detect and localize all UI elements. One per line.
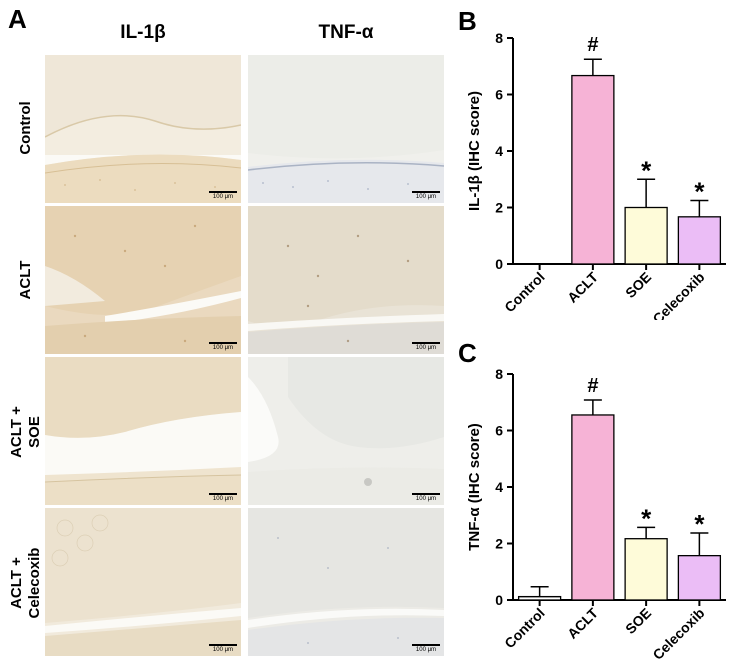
y-tick-label: 0 [495, 256, 503, 272]
bar-aclt [571, 414, 615, 601]
x-tick-label: Celecoxib [649, 269, 707, 320]
bar-aclt [571, 74, 615, 265]
significance-marker: * [641, 503, 652, 533]
y-axis-label: TNF-α (IHC score) [466, 423, 483, 551]
x-tick-label: ACLT [564, 268, 601, 305]
y-tick-label: 4 [495, 479, 503, 495]
y-tick-label: 8 [495, 366, 503, 382]
panel-c-letter: C [458, 338, 477, 368]
micrograph-aclt-soe-tnfa: 100 μm [248, 357, 444, 505]
bar-soe [624, 206, 668, 265]
column-title-il1b: IL-1β [120, 22, 166, 43]
y-tick-label: 0 [495, 592, 503, 608]
significance-marker: # [587, 34, 598, 56]
y-tick-label: 2 [495, 200, 503, 216]
significance-marker: # [587, 375, 598, 397]
y-tick-label: 8 [495, 30, 503, 46]
bar-chart-il1b: 0 2 4 6 8 IL-1β (IHC score) Control ACLT # SOE * Ce… [466, 30, 726, 320]
bar-celecoxib [677, 216, 722, 265]
micrograph-aclt-soe-il1b: 100 μm [45, 357, 241, 505]
y-tick-label: 6 [495, 87, 503, 103]
micrograph-aclt-celecoxib-il1b: 100 μm [45, 508, 241, 656]
scale-bar: 100 μm [209, 191, 237, 200]
scale-bar: 100 μm [209, 493, 237, 502]
x-tick-label: Celecoxib [649, 605, 707, 663]
x-tick-label: SOE [622, 605, 654, 637]
row-label-aclt-celecoxib: ACLT + Celecoxib [8, 547, 43, 619]
panel-b-letter: B [458, 6, 477, 36]
x-tick-label: ACLT [564, 604, 601, 641]
y-axis-label: IL-1β (IHC score) [466, 91, 483, 211]
x-tick-label: Control [501, 605, 548, 652]
micrograph-aclt-tnfa: 100 μm [248, 206, 444, 354]
scale-bar: 100 μm [209, 342, 237, 351]
significance-marker: * [694, 176, 705, 206]
row-label-aclt-soe: ACLT + SOE [8, 406, 43, 458]
scale-bar: 100 μm [412, 191, 440, 200]
significance-marker: * [694, 509, 705, 539]
micrograph-control-tnfa: 100 μm [248, 55, 444, 203]
y-tick-label: 4 [495, 143, 503, 159]
bar-chart-tnfa: 0 2 4 6 8 TNF-α (IHC score) Control ACLT # SOE * Ce… [466, 366, 726, 663]
micrograph-control-il1b: 100 μm [45, 55, 241, 203]
panel-a-letter: A [8, 4, 27, 34]
y-tick-label: 2 [495, 536, 503, 552]
scale-bar: 100 μm [412, 493, 440, 502]
row-label-control: Control [17, 101, 34, 155]
x-tick-label: SOE [622, 269, 654, 301]
bar-soe [624, 538, 668, 601]
bar-celecoxib [677, 554, 722, 601]
column-title-tnfa: TNF-α [318, 22, 374, 43]
micrograph-aclt-il1b: 100 μm [45, 206, 241, 354]
row-label-aclt: ACLT [17, 260, 34, 300]
scale-bar: 100 μm [412, 342, 440, 351]
x-tick-label: Control [501, 269, 548, 316]
scale-bar: 100 μm [209, 644, 237, 653]
y-tick-label: 6 [495, 423, 503, 439]
significance-marker: * [641, 155, 652, 185]
scale-bar: 100 μm [412, 644, 440, 653]
micrograph-aclt-celecoxib-tnfa: 100 μm [248, 508, 444, 656]
